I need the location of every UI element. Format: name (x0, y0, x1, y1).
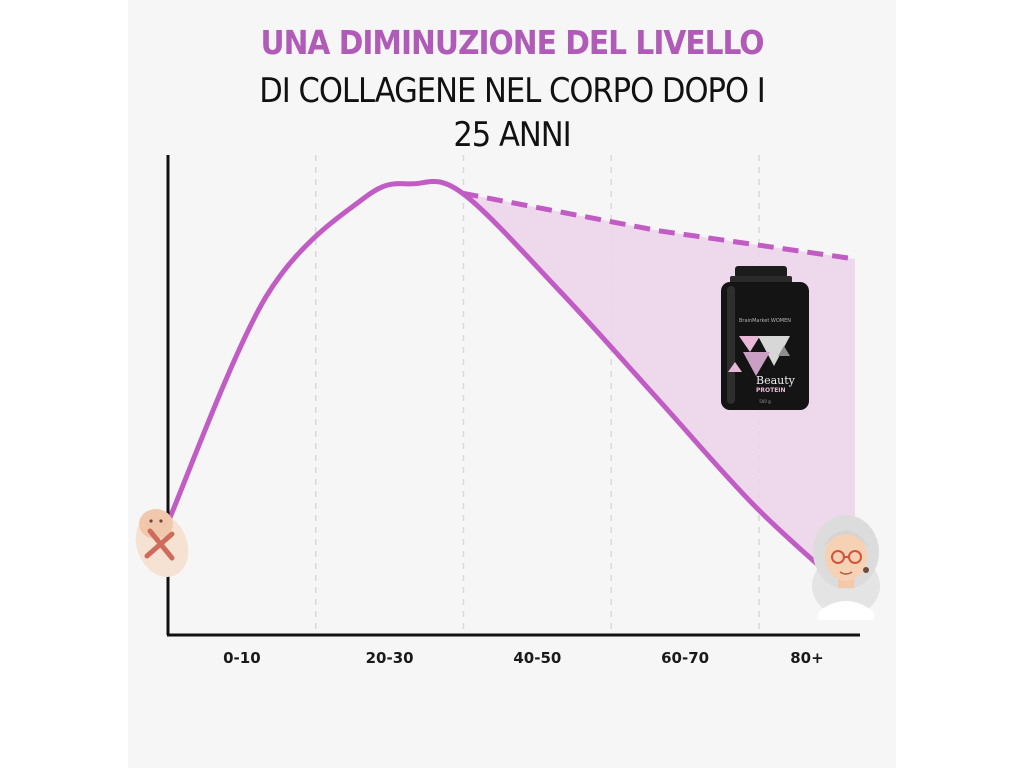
product-subtitle: PROTEIN (756, 387, 786, 394)
x-tick-label: 80+ (790, 649, 823, 667)
title-line-2: DI COLLAGENE NEL CORPO DOPO I (259, 71, 766, 111)
collagen-curve (165, 178, 858, 600)
product-jar-image: BrainMarket WOMEN Beauty PROTEIN 500 g (721, 266, 809, 410)
x-tick-labels: 0-10 20-30 40-50 60-70 80+ (223, 649, 824, 667)
product-brand: BrainMarket WOMEN (739, 318, 791, 324)
x-tick-label: 20-30 (366, 649, 414, 667)
elderly-woman-icon (812, 515, 880, 620)
x-tick-label: 60-70 (661, 649, 709, 667)
title-line-3: 25 ANNI (453, 115, 571, 155)
title-highlight: UNA DIMINUZIONE DEL LIVELLO (260, 23, 764, 62)
supplemented-trend-line (461, 190, 856, 262)
x-tick-label: 40-50 (513, 649, 561, 667)
x-tick-label: 0-10 (223, 649, 261, 667)
baby-icon (135, 509, 189, 577)
product-weight: 500 g (759, 399, 771, 404)
product-name: Beauty (756, 374, 796, 387)
